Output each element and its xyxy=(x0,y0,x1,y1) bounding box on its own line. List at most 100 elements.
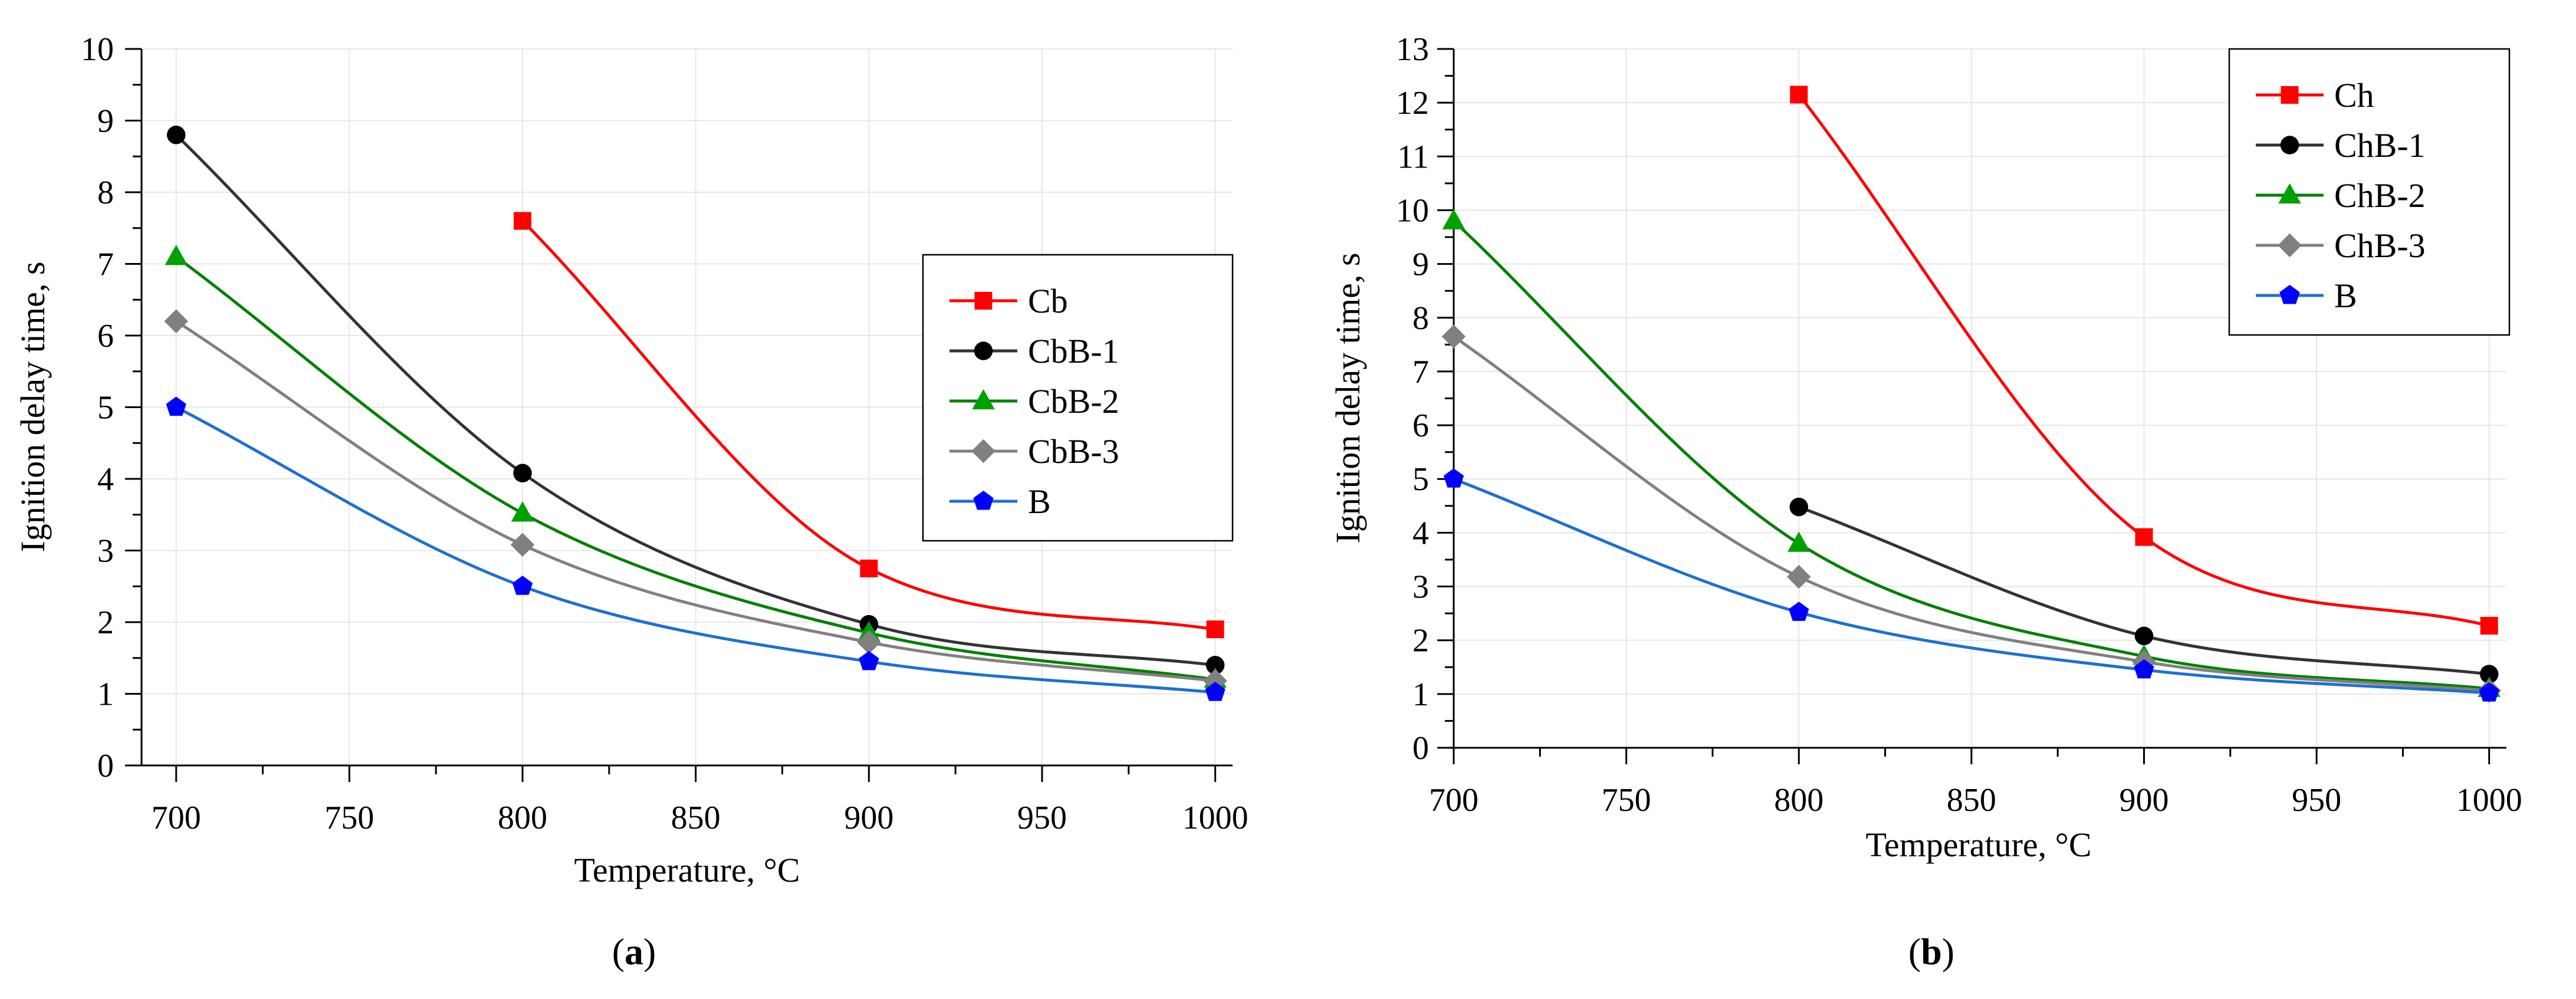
series-line-cbb-2 xyxy=(175,255,1215,681)
y-tick-label: 6 xyxy=(97,318,114,354)
series-line-chb-2 xyxy=(1453,219,2489,691)
x-tick-label: 1000 xyxy=(1182,800,1248,836)
data-point-cb-1000 xyxy=(1206,620,1224,639)
data-point-cb-900 xyxy=(860,559,878,577)
y-tick-label: 13 xyxy=(1396,31,1429,68)
y-axis-title: Ignition delay time, s xyxy=(1329,253,1367,544)
data-point-chb-1-900 xyxy=(2134,626,2154,646)
panel-label-letter: b xyxy=(1921,931,1942,972)
y-tick-label: 2 xyxy=(97,604,114,641)
y-tick-label: 8 xyxy=(97,175,114,211)
legend-marker-ch xyxy=(2281,86,2299,104)
x-axis-title: Temperature, °C xyxy=(574,851,800,889)
y-tick-label: 4 xyxy=(97,461,114,498)
panel-label: (b) xyxy=(1908,931,1954,972)
y-tick-label: 5 xyxy=(1412,461,1429,498)
legend-marker-chb-3 xyxy=(2278,233,2302,258)
legend-label-cbb-1: CbB-1 xyxy=(1028,332,1119,370)
x-tick-label: 950 xyxy=(2292,782,2341,819)
legend-marker-chb-1 xyxy=(2280,136,2299,155)
data-point-cbb-1-700 xyxy=(166,126,186,144)
y-tick-label: 3 xyxy=(97,533,114,570)
data-point-chb-2-800 xyxy=(1788,531,1811,552)
x-tick-label: 700 xyxy=(152,800,201,836)
data-point-ch-800 xyxy=(1790,86,1808,104)
y-tick-label: 1 xyxy=(97,676,114,713)
data-point-cbb-2-700 xyxy=(165,245,188,265)
series-line-cbb-1 xyxy=(175,134,1215,667)
x-tick-label: 900 xyxy=(844,800,893,836)
legend-box xyxy=(2228,48,2511,336)
y-tick-label: 1 xyxy=(1412,676,1429,713)
y-tick-label: 2 xyxy=(1412,623,1429,659)
legend-label-b: B xyxy=(2334,277,2357,315)
data-point-ch-900 xyxy=(2135,528,2153,546)
legend: Cb CbB-1 CbB-2 CbB-3 B xyxy=(922,254,1234,542)
x-tick-label: 800 xyxy=(1774,782,1823,819)
legend-label-chb-3: ChB-3 xyxy=(2334,226,2426,265)
y-tick-label: 0 xyxy=(97,748,114,784)
y-tick-label: 11 xyxy=(1397,139,1429,175)
y-tick-label: 10 xyxy=(1396,192,1429,229)
series-cb xyxy=(514,212,1224,639)
y-tick-label: 7 xyxy=(1412,354,1429,390)
data-point-ch-1000 xyxy=(2480,617,2498,635)
legend: Ch ChB-1 ChB-2 ChB-3 B xyxy=(2228,48,2511,336)
data-point-b-1000 xyxy=(1205,682,1225,701)
data-point-b-900 xyxy=(859,650,879,671)
y-tick-label: 4 xyxy=(1412,515,1429,551)
data-point-chb-3-800 xyxy=(1786,564,1811,589)
x-tick-label: 800 xyxy=(498,800,547,836)
data-point-cbb-3-700 xyxy=(164,309,188,333)
series-chb-1 xyxy=(1789,497,2499,683)
x-tick-label: 850 xyxy=(671,800,721,836)
legend-marker-cb xyxy=(974,292,993,310)
legend-marker-cbb-1 xyxy=(974,341,993,360)
x-tick-label: 950 xyxy=(1017,800,1067,836)
y-tick-label: 7 xyxy=(97,247,114,283)
data-point-cbb-1-800 xyxy=(513,464,532,483)
data-point-cbb-3-900 xyxy=(857,630,881,655)
y-tick-label: 5 xyxy=(97,390,114,426)
legend-label-chb-1: ChB-1 xyxy=(2334,126,2426,165)
series-line-b xyxy=(1453,477,2489,695)
legend-label-chb-2: ChB-2 xyxy=(2334,176,2426,215)
y-tick-label: 6 xyxy=(1412,408,1429,444)
x-tick-label: 750 xyxy=(324,800,374,836)
data-point-chb-3-700 xyxy=(1441,324,1466,349)
legend-label-cb: Cb xyxy=(1028,282,1068,320)
data-point-cbb-2-800 xyxy=(511,501,534,522)
chart-panel-a: 700 750 800 850 900 950 1000 0 1 2 3 4 5 6 7 8 9 10 Temper… xyxy=(14,31,1248,972)
panel-label-open: ( xyxy=(612,931,625,972)
series-ch xyxy=(1790,86,2498,635)
y-tick-label: 10 xyxy=(81,31,114,68)
y-tick-label: 3 xyxy=(1412,569,1429,606)
series-line-chb-3 xyxy=(1453,335,2489,692)
legend-marker-b xyxy=(2279,285,2300,304)
x-tick-label: 850 xyxy=(1947,782,1996,819)
data-point-b-700 xyxy=(166,396,186,416)
series-cbb-1 xyxy=(166,126,1225,675)
series-line-cbb-3 xyxy=(175,320,1215,683)
x-tick-label: 700 xyxy=(1429,782,1478,819)
data-point-chb-1-1000 xyxy=(2479,665,2499,683)
panel-label: (a) xyxy=(612,931,656,972)
y-tick-label: 8 xyxy=(1412,300,1429,337)
data-point-chb-2-700 xyxy=(1442,209,1466,229)
data-point-cb-800 xyxy=(514,212,532,230)
series-b xyxy=(166,396,1225,701)
data-point-cbb-3-800 xyxy=(510,533,535,557)
panel-label-close: ) xyxy=(1942,931,1954,972)
data-point-b-700 xyxy=(1443,468,1464,488)
x-tick-label: 1000 xyxy=(2456,782,2522,819)
panel-label-open: ( xyxy=(1908,931,1921,972)
legend-label-cbb-3: CbB-3 xyxy=(1028,432,1119,471)
data-point-chb-1-800 xyxy=(1789,497,1808,517)
legend-marker-cbb-2 xyxy=(972,389,995,410)
legend-marker-chb-2 xyxy=(2278,183,2301,204)
series-line-cb xyxy=(521,219,1216,631)
data-point-b-800 xyxy=(512,576,533,595)
series-line-b xyxy=(175,406,1215,694)
x-axis-title: Temperature, °C xyxy=(1865,826,2091,864)
series-line-ch xyxy=(1798,93,2490,627)
